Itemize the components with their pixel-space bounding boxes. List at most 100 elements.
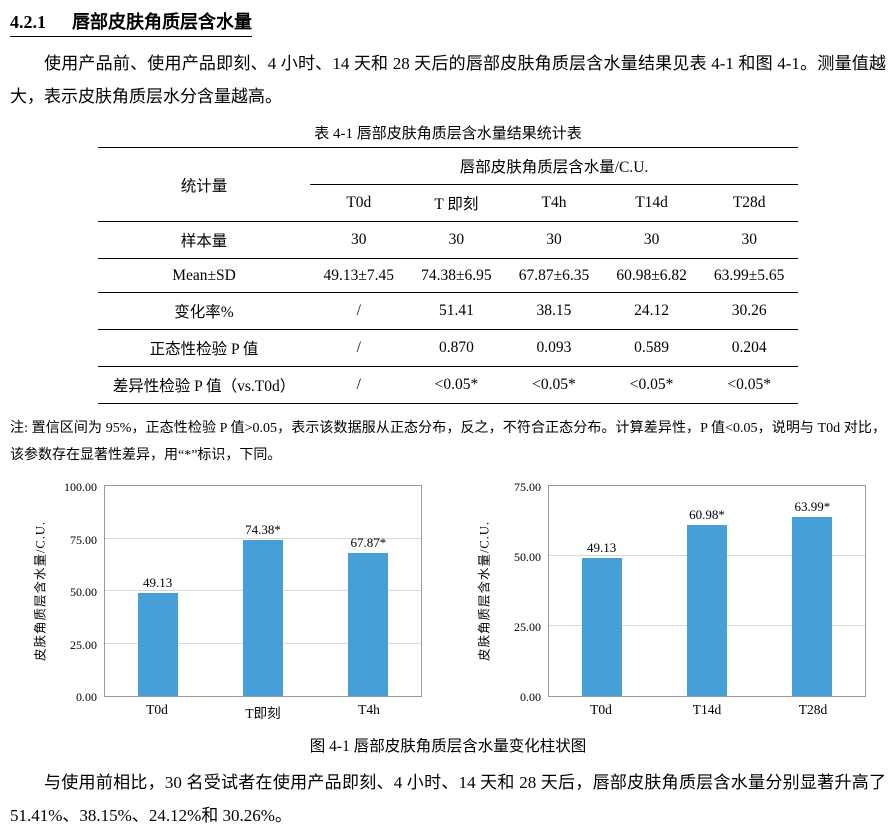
x-tick-label: T4h xyxy=(358,702,380,717)
x-tick-label: T14d xyxy=(692,702,722,717)
stat-column-header: 统计量 xyxy=(98,147,310,222)
intro-paragraph: 使用产品前、使用产品即刻、4 小时、14 天和 28 天后的唇部皮肤角质层含水量… xyxy=(10,54,886,106)
cell: 30 xyxy=(407,221,506,259)
cell: 30 xyxy=(310,221,408,259)
bar-value-label: 49.13 xyxy=(587,540,617,556)
group-header: 唇部皮肤角质层含水量/C.U. xyxy=(310,147,798,185)
bar-value-label: 67.87* xyxy=(350,535,387,551)
bar-group: 74.38* xyxy=(210,522,315,696)
table-row: 变化率% / 51.41 38.15 24.12 30.26 xyxy=(98,292,798,330)
cell: 51.41 xyxy=(407,292,506,330)
bar xyxy=(242,539,283,696)
bar-value-label: 60.98* xyxy=(689,507,725,523)
cell: / xyxy=(310,292,408,330)
y-tick-label: 25.00 xyxy=(70,637,97,652)
cell: 38.15 xyxy=(505,292,603,330)
cell: 24.12 xyxy=(602,292,701,330)
section-title: 唇部皮肤角质层含水量 xyxy=(72,12,252,32)
cell: 49.13±7.45 xyxy=(310,258,408,293)
time-header: T4h xyxy=(505,184,603,222)
cell: 30.26 xyxy=(700,292,798,330)
bar-value-label: 49.13 xyxy=(143,574,173,590)
cell: / xyxy=(310,329,408,367)
y-tick-label: 50.00 xyxy=(70,585,97,599)
cell: 74.38±6.95 xyxy=(407,258,506,293)
section-heading: 4.2.1 唇部皮肤角质层含水量 xyxy=(10,8,886,37)
row-label: 样本量 xyxy=(98,221,310,259)
time-header: T0d xyxy=(310,184,408,222)
cell: 63.99±5.65 xyxy=(700,258,798,293)
y-tick-label: 50.00 xyxy=(514,550,541,564)
y-axis-title: 皮肤角质层含水量/C.U. xyxy=(477,520,492,662)
table-header-row-times: T0d T 即刻 T4h T14d T28d xyxy=(98,184,798,222)
bars-container: 49.13 60.98* 63.99* xyxy=(549,486,865,696)
cell: 60.98±6.82 xyxy=(602,258,701,293)
time-header: T14d xyxy=(602,184,701,222)
y-axis-title-container: 皮肤角质层含水量/C.U. xyxy=(474,485,492,697)
cell: 30 xyxy=(602,221,701,259)
cell: 0.204 xyxy=(700,329,798,367)
bar-group: 49.13 xyxy=(549,540,654,696)
table-row: 差异性检验 P 值（vs.T0d） / <0.05* <0.05* <0.05*… xyxy=(98,366,798,404)
y-tick-label: 25.00 xyxy=(514,620,541,634)
moisture-bar-chart-left: 皮肤角质层含水量/C.U. 0.00 25.00 50.00 75.00 100.00 … xyxy=(30,480,422,722)
y-tick-label: 0.00 xyxy=(520,690,541,704)
y-tick-label: 0.00 xyxy=(76,690,97,704)
plot-area: 49.13 74.38* 67.87* xyxy=(104,485,422,697)
figure-caption: 图 4-1 唇部皮肤角质层含水量变化柱状图 xyxy=(309,738,587,755)
cell: <0.05* xyxy=(700,366,798,404)
bar-group: 49.13 xyxy=(105,575,210,696)
table-row: Mean±SD 49.13±7.45 74.38±6.95 67.87±6.35… xyxy=(98,258,798,293)
row-label: 差异性检验 P 值（vs.T0d） xyxy=(98,366,310,404)
cell: / xyxy=(310,366,408,404)
x-tick-label: T0d xyxy=(146,702,168,717)
moisture-bar-chart-right: 皮肤角质层含水量/C.U. 0.00 25.00 50.00 75.00 49.13 6… xyxy=(474,480,866,722)
y-axis-title-container: 皮肤角质层含水量/C.U. xyxy=(30,485,48,697)
x-tick-label: T0d xyxy=(590,702,612,717)
cell: 0.870 xyxy=(407,329,506,367)
y-axis-tick-labels: 0.00 25.00 50.00 75.00 100.00 xyxy=(48,480,104,704)
bar-group: 60.98* xyxy=(654,507,759,696)
bar xyxy=(581,558,622,696)
bar-group: 63.99* xyxy=(760,499,865,696)
table-row: 样本量 30 30 30 30 30 xyxy=(98,221,798,259)
gridline xyxy=(105,537,421,539)
x-tick-label: T即刻 xyxy=(245,706,281,721)
section-heading-text: 4.2.1 唇部皮肤角质层含水量 xyxy=(10,8,252,37)
x-axis-tick-labels: T0d T即刻 T4h xyxy=(104,697,422,722)
row-label: 变化率% xyxy=(98,292,310,330)
y-tick-label: 75.00 xyxy=(70,532,97,547)
y-tick-label: 100.00 xyxy=(64,480,97,494)
bar xyxy=(137,592,178,696)
y-axis-title: 皮肤角质层含水量/C.U. xyxy=(33,520,48,662)
y-tick-label: 75.00 xyxy=(514,480,541,494)
row-label: Mean±SD xyxy=(98,258,310,293)
bar xyxy=(792,516,833,696)
cell: <0.05* xyxy=(407,366,506,404)
table-header-row-group: 统计量 唇部皮肤角质层含水量/C.U. xyxy=(98,147,798,222)
cell: 30 xyxy=(505,221,603,259)
cell: 30 xyxy=(700,221,798,259)
bar-value-label: 63.99* xyxy=(794,498,831,514)
table-row: 正态性检验 P 值 / 0.870 0.093 0.589 0.204 xyxy=(98,329,798,367)
time-header: T28d xyxy=(700,184,798,222)
y-axis-tick-labels: 0.00 25.00 50.00 75.00 xyxy=(492,480,548,704)
conclusion-paragraph: 与使用前相比，30 名受试者在使用产品即刻、4 小时、14 天和 28 天后，唇… xyxy=(10,773,886,825)
cell: 67.87±6.35 xyxy=(505,258,603,293)
cell: 0.589 xyxy=(602,329,701,367)
section-number: 4.2.1 xyxy=(10,12,46,32)
bar xyxy=(348,553,389,696)
time-header: T 即刻 xyxy=(407,184,506,222)
x-tick-label: T28d xyxy=(798,702,828,717)
row-label: 正态性检验 P 值 xyxy=(98,329,310,367)
moisture-stats-table: 统计量 唇部皮肤角质层含水量/C.U. T0d T 即刻 T4h T14d T2… xyxy=(98,147,798,404)
table-caption: 表 4-1 唇部皮肤角质层含水量结果统计表 xyxy=(314,126,582,142)
figure-charts: 皮肤角质层含水量/C.U. 0.00 25.00 50.00 75.00 100.00 … xyxy=(10,480,886,722)
bar xyxy=(686,525,727,696)
bar-value-label: 74.38* xyxy=(245,521,281,537)
plot-area: 49.13 60.98* 63.99* xyxy=(548,485,866,697)
cell: 0.093 xyxy=(505,329,603,367)
bars-container: 49.13 74.38* 67.87* xyxy=(105,486,421,696)
cell: <0.05* xyxy=(505,366,603,404)
bar-group: 67.87* xyxy=(316,535,421,696)
